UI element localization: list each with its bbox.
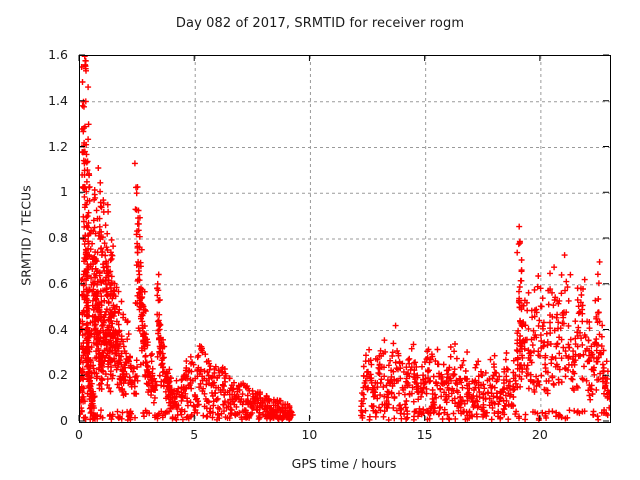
y-tick-label: 0.8	[48, 230, 68, 245]
chart-title: Day 082 of 2017, SRMTID for receiver rog…	[175, 16, 465, 31]
y-tick-label: 0.2	[48, 367, 68, 383]
x-tick-label: 5	[190, 427, 199, 442]
y-tick-label: 1	[60, 184, 68, 200]
x-tick-label: 10	[301, 427, 318, 442]
y-tick-label: 0.4	[48, 321, 68, 337]
y-tick-label: 1.2	[48, 138, 68, 154]
x-tick-label: 15	[416, 427, 433, 442]
plot-area	[79, 55, 611, 423]
y-tick-label: 1.4	[48, 92, 68, 108]
y-tick-label: 0.6	[48, 275, 68, 291]
x-axis-label: GPS time / hours	[291, 456, 397, 471]
y-tick-label: 0	[60, 413, 68, 428]
x-tick-label: 0	[75, 427, 83, 442]
x-tick-label: 20	[531, 427, 548, 442]
gridlines	[80, 56, 610, 422]
y-tick-label: 1.6	[48, 47, 68, 62]
scatter-series	[80, 56, 610, 422]
